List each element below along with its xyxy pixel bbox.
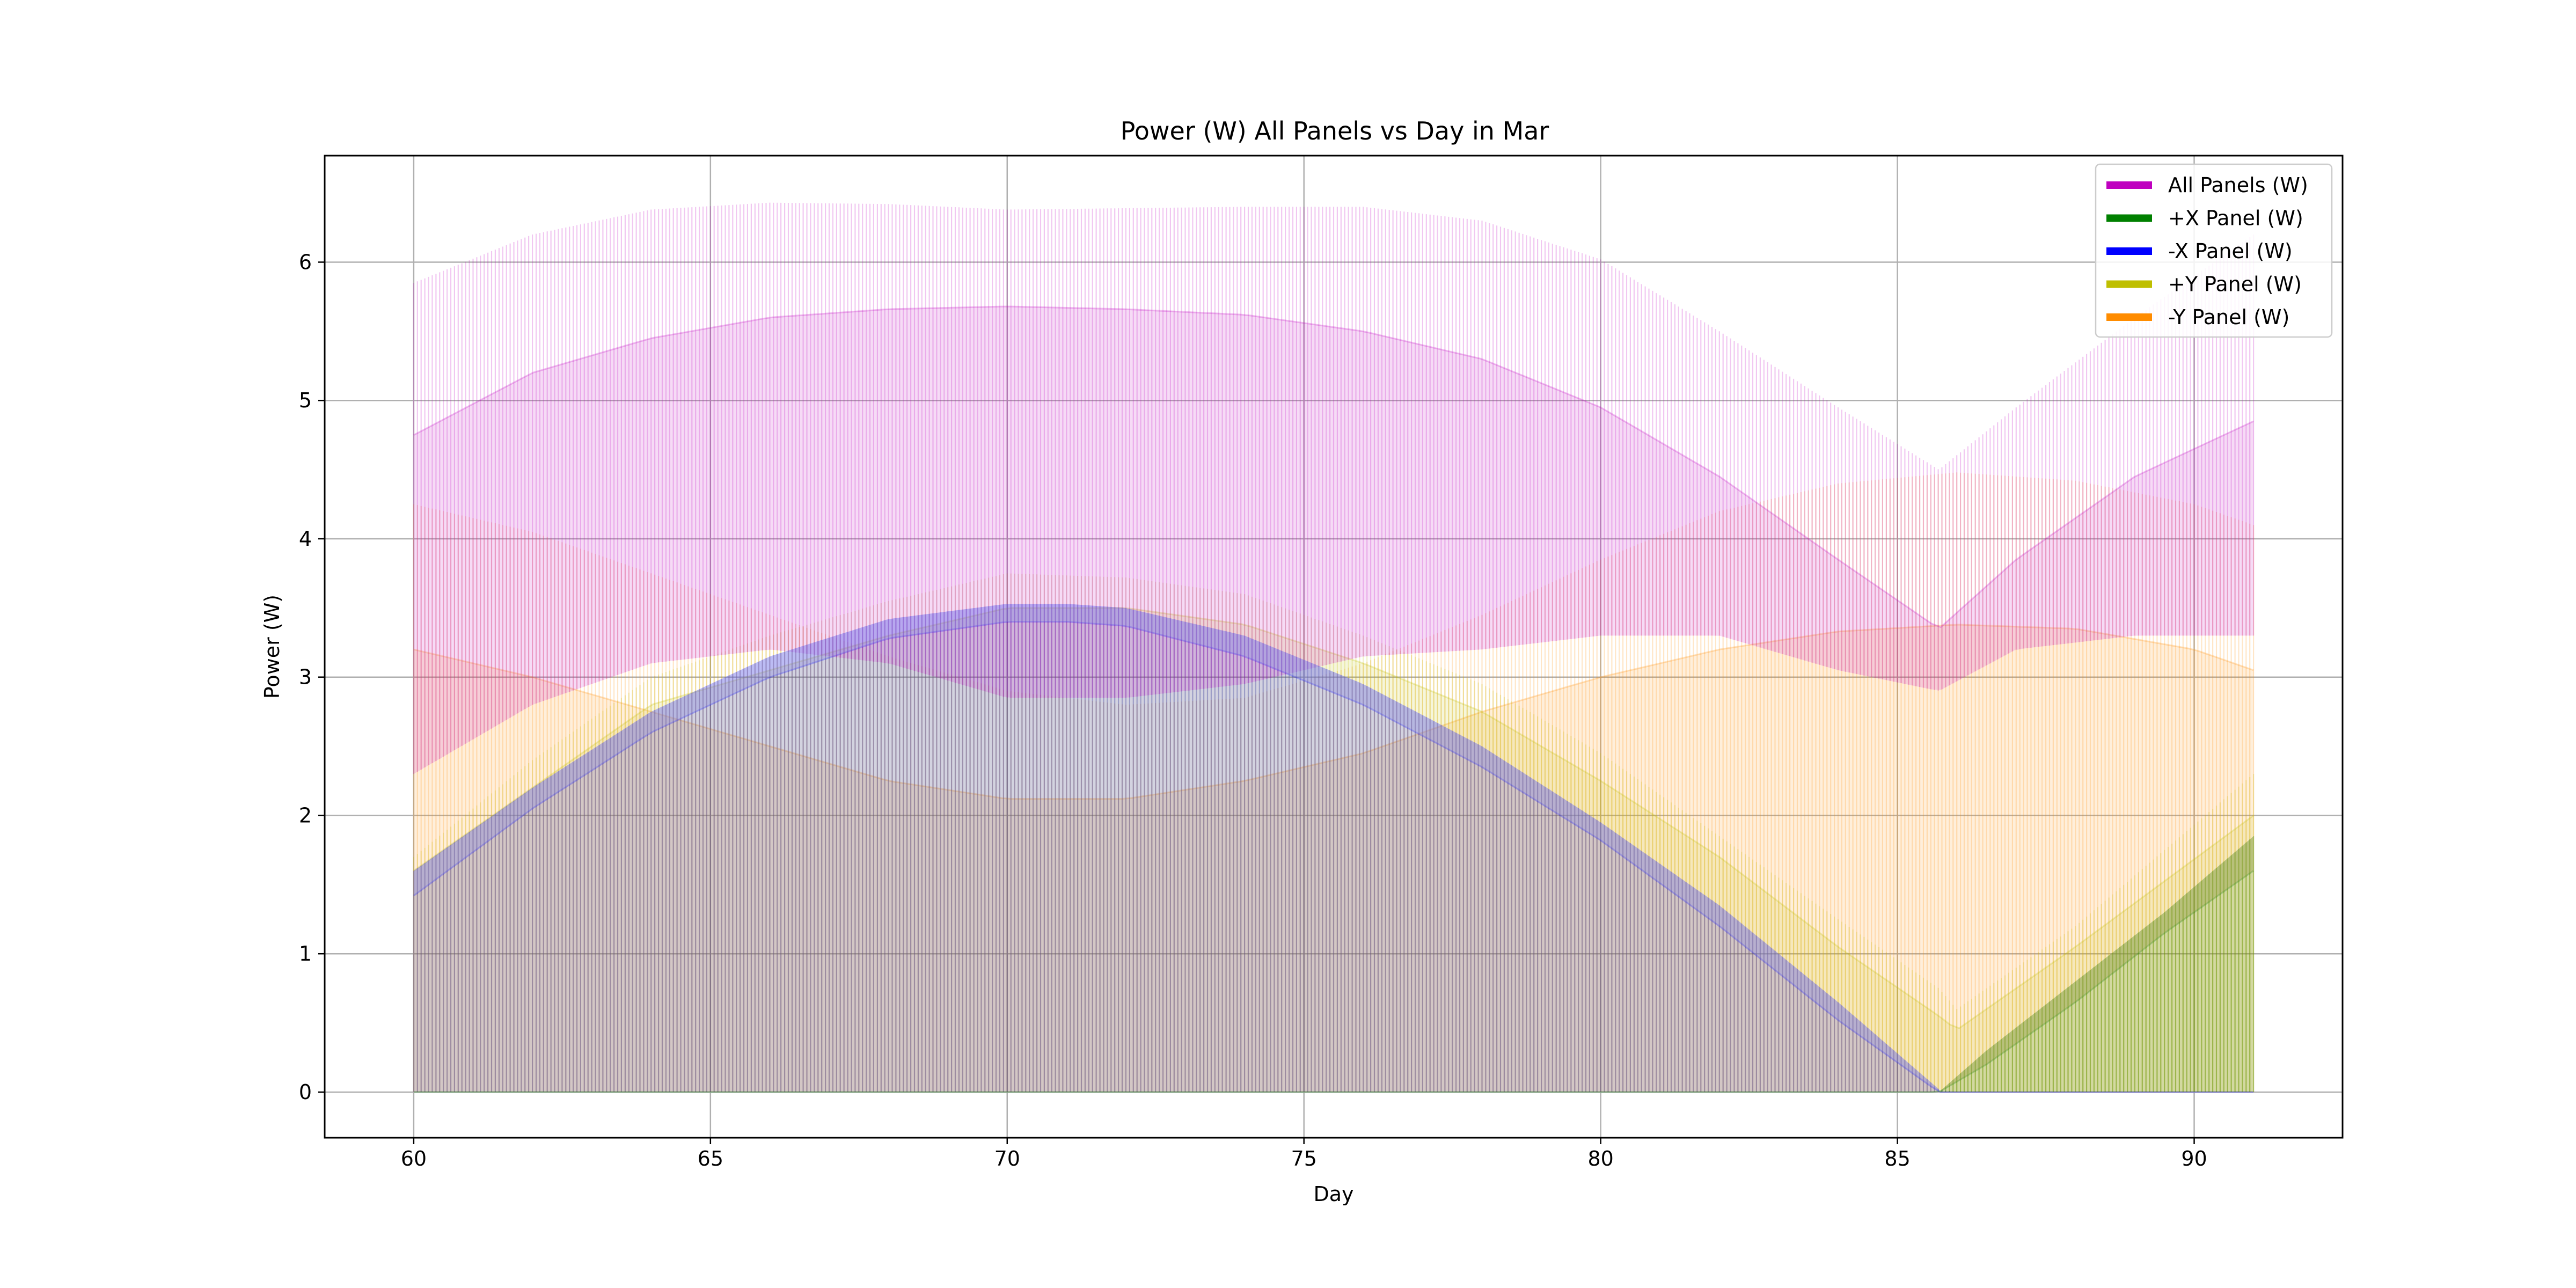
series-spikes <box>413 604 1954 1092</box>
series-plus-x-ribbon <box>1939 836 2254 1092</box>
legend-label: All Panels (W) <box>2168 173 2308 197</box>
series-spikes <box>1941 836 2255 1092</box>
x-tick-label: 70 <box>994 1147 1020 1170</box>
legend-box <box>2095 163 2333 338</box>
series-minus-x-ribbon <box>413 604 1940 1092</box>
series-band <box>413 870 2254 1092</box>
series-y-panel-w <box>413 573 2255 1092</box>
y-tick-label: 0 <box>299 1080 312 1104</box>
x-tick-label: 75 <box>1291 1147 1317 1170</box>
series-all-panels-w <box>413 202 2255 774</box>
x-tick-label: 65 <box>698 1147 723 1170</box>
series-y-panel-w <box>413 472 2255 1092</box>
series-ridge <box>413 621 2254 1093</box>
x-tick-label: 60 <box>401 1147 427 1170</box>
x-tick-label: 80 <box>1587 1147 1613 1170</box>
y-tick-label: 2 <box>299 803 312 827</box>
y-tick-label: 4 <box>299 527 312 551</box>
series-band <box>413 306 2254 774</box>
legend: All Panels (W) +X Panel (W) -X Panel (W) +Y… <box>2095 163 2333 338</box>
x-tick-label: 85 <box>1884 1147 1910 1170</box>
series-band <box>413 608 2254 1092</box>
series-ridge <box>413 607 2254 1029</box>
x-tick-label: 90 <box>2181 1147 2207 1170</box>
y-tick-label: 6 <box>299 250 312 274</box>
legend-label: -X Panel (W) <box>2168 239 2293 263</box>
y-tick-label: 3 <box>299 665 312 689</box>
legend-label: +Y Panel (W) <box>2168 273 2302 296</box>
series-band <box>413 624 2254 1092</box>
plot-data <box>413 202 2255 1093</box>
x-axis-label: Day <box>1313 1182 1353 1206</box>
series-x-panel-w <box>413 604 2254 1093</box>
chart-title: Power (W) All Panels vs Day in Mar <box>1121 116 1549 145</box>
legend-label: -Y Panel (W) <box>2168 305 2289 329</box>
grid-lines <box>325 156 2343 1138</box>
series-spikes <box>413 202 2255 774</box>
plot-frame <box>324 155 2344 1139</box>
series-band <box>413 621 2254 1092</box>
series-ridge <box>413 305 2254 628</box>
y-axis-label: Power (W) <box>260 595 284 699</box>
series-spikes <box>413 472 2255 1092</box>
axis-ticks: 60 65 70 75 80 85 90 0 1 2 3 4 5 6 <box>299 250 2207 1170</box>
y-tick-label: 1 <box>299 942 312 965</box>
y-tick-label: 5 <box>299 389 312 412</box>
legend-label: +X Panel (W) <box>2168 207 2303 230</box>
series-ridge <box>413 624 2254 800</box>
